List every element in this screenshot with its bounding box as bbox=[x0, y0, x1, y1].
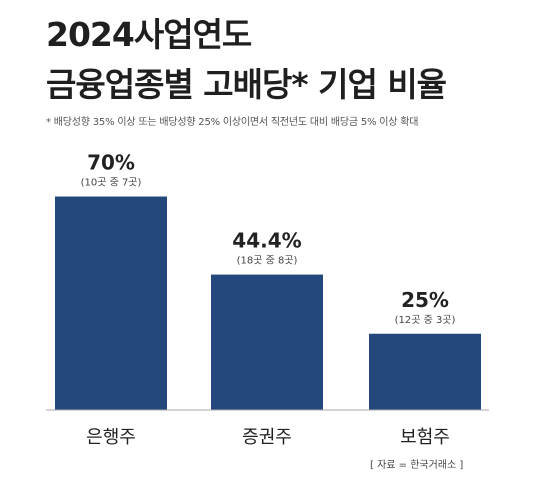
source-note: [ 자료 = 한국거래소 ] bbox=[370, 460, 464, 471]
footnote: * 배당성향 35% 이상 또는 배당성향 25% 이상이면서 직전년도 대비 … bbox=[46, 117, 419, 128]
category-label-2: 증권주 bbox=[242, 427, 292, 448]
chart-title-line1: 2024사업연도 bbox=[46, 15, 252, 54]
bar-1 bbox=[55, 196, 167, 410]
value-label-3: 25% bbox=[401, 288, 449, 312]
chart-title-line2: 금융업종별 고배당* 기업 비율 bbox=[46, 65, 447, 104]
value-label-1: 70% bbox=[87, 151, 135, 175]
category-label-1: 은행주 bbox=[86, 427, 136, 448]
sub-label-2: (18곳 중 8곳) bbox=[237, 255, 298, 267]
bar-3 bbox=[369, 333, 481, 410]
category-label-3: 보험주 bbox=[400, 427, 450, 448]
bar-2 bbox=[211, 274, 323, 410]
value-label-2: 44.4% bbox=[232, 229, 301, 253]
sub-label-3: (12곳 중 3곳) bbox=[395, 314, 456, 326]
sub-label-1: (10곳 중 7곳) bbox=[81, 177, 142, 189]
